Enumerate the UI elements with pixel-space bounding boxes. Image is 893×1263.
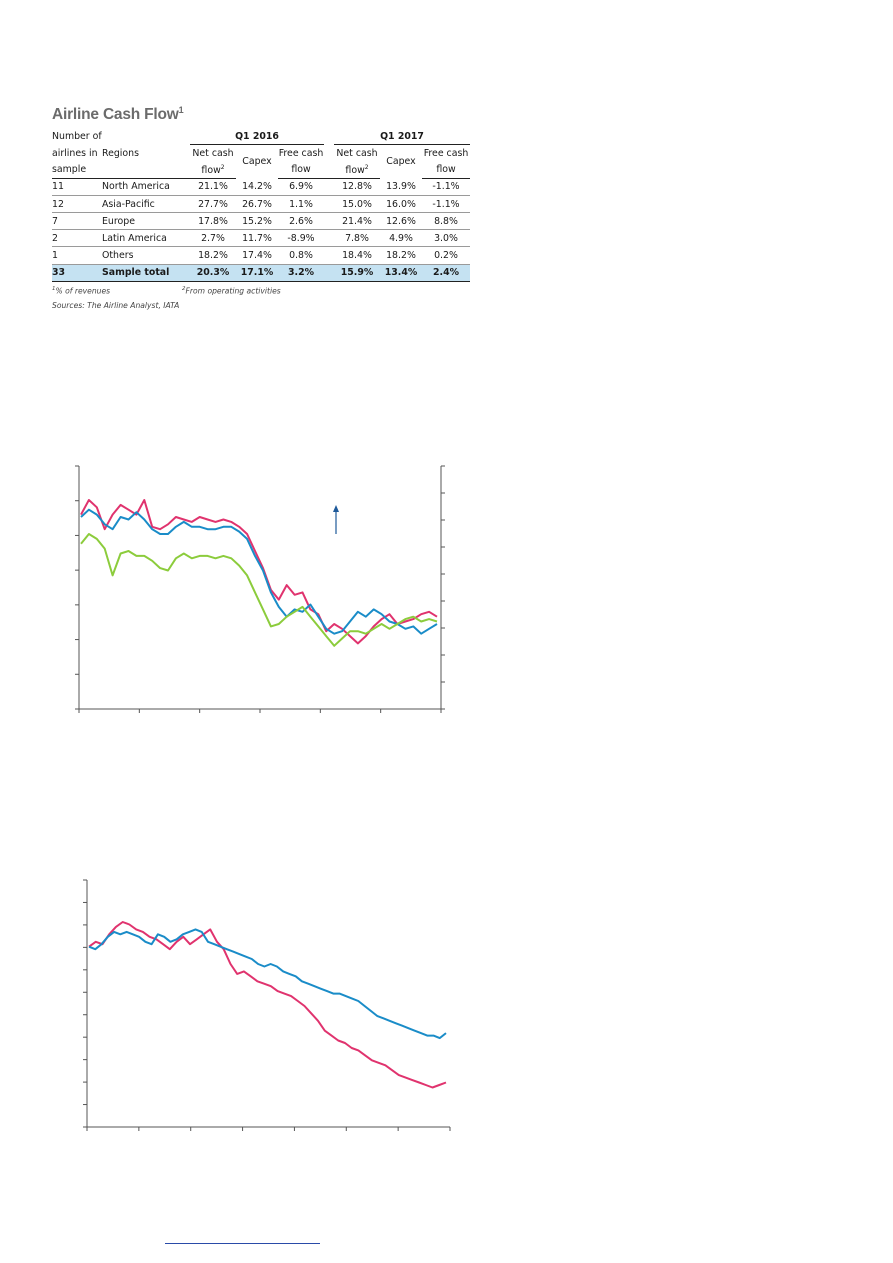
table-title: Airline Cash Flow1 <box>52 105 184 124</box>
table-row: 1 Others 18.2% 17.4% 0.8% 18.4% 18.2% 0.… <box>52 246 470 265</box>
head-ncf-2016: Net cash <box>192 147 234 159</box>
table-row: 7 Europe 17.8% 15.2% 2.6% 21.4% 12.6% 8.… <box>52 212 470 231</box>
table-row-total: 33 Sample total 20.3% 17.1% 3.2% 15.9% 1… <box>52 264 470 282</box>
cell-value: 17.1% <box>236 264 278 282</box>
cell-value: 3.2% <box>278 264 324 282</box>
table-notes: 1% of revenues 2From operating activitie… <box>52 286 472 316</box>
table-row: 2 Latin America 2.7% 11.7% -8.9% 7.8% 4.… <box>52 229 470 248</box>
cell-value: 17.8% <box>190 212 236 231</box>
cell-value: 14.2% <box>236 178 278 196</box>
head-num-1: Number of <box>52 131 102 142</box>
cell-value: 3.0% <box>422 229 470 248</box>
cell-value: 17.4% <box>236 246 278 265</box>
cell-value: 15.2% <box>236 212 278 231</box>
head-num-2: airlines in <box>52 147 98 159</box>
table-row: 12 Asia-Pacific 27.7% 26.7% 1.1% 15.0% 1… <box>52 195 470 214</box>
cell-value: 4.9% <box>380 229 422 248</box>
head-fcf-flow-2017: flow <box>422 161 470 179</box>
cell-value: 13.9% <box>380 178 422 196</box>
series-line-green <box>80 533 438 647</box>
row-region: Europe <box>102 212 190 231</box>
series-line-pink <box>88 921 447 1089</box>
head-regions: Regions <box>102 147 139 159</box>
cell-value: 7.8% <box>334 229 380 248</box>
up-arrow-head <box>333 505 339 512</box>
cell-value: 18.2% <box>380 246 422 265</box>
head-ncf-2017: Net cash <box>336 147 378 159</box>
cell-value: 26.7% <box>236 195 278 214</box>
cell-value: 15.0% <box>334 195 380 214</box>
table-row: 11 North America 21.1% 14.2% 6.9% 12.8% … <box>52 178 470 196</box>
cell-value: 15.9% <box>334 264 380 282</box>
footnote-1: 1% of revenues <box>52 285 111 296</box>
row-region: Asia-Pacific <box>102 195 190 214</box>
row-count: 11 <box>52 178 102 196</box>
sources-note: Sources: The Airline Analyst, IATA <box>52 300 180 310</box>
cell-value: -8.9% <box>278 229 324 248</box>
cell-value: 2.6% <box>278 212 324 231</box>
cell-value: 16.0% <box>380 195 422 214</box>
cell-value: 18.4% <box>334 246 380 265</box>
head-num-3: sample <box>52 161 102 179</box>
row-region: Sample total <box>102 264 190 282</box>
head-capex-2017: Capex <box>386 156 416 168</box>
cell-value: 1.1% <box>278 195 324 214</box>
cell-value: -1.1% <box>422 195 470 214</box>
row-count: 1 <box>52 246 102 265</box>
cell-value: 13.4% <box>380 264 422 282</box>
row-count: 33 <box>52 264 102 282</box>
cell-value: 11.7% <box>236 229 278 248</box>
head-ncf-flow-2016: flow2 <box>190 161 236 179</box>
cell-value: 6.9% <box>278 178 324 196</box>
group-q1-2016: Q1 2016 <box>190 128 324 146</box>
series-line-blue <box>80 508 438 635</box>
cell-value: 21.4% <box>334 212 380 231</box>
cell-value: -1.1% <box>422 178 470 196</box>
footnote-2: 2From operating activities <box>182 285 281 296</box>
cashflow-table-section: Airline Cash Flow1 Number of Q1 2016 Q1 … <box>52 105 472 316</box>
row-region: Latin America <box>102 229 190 248</box>
cashflow-table: Number of Q1 2016 Q1 2017 airlines in Re… <box>52 128 470 282</box>
row-count: 12 <box>52 195 102 214</box>
cell-value: 0.2% <box>422 246 470 265</box>
cell-value: 2.7% <box>190 229 236 248</box>
head-ncf-flow-2017: flow2 <box>334 161 380 179</box>
cell-value: 20.3% <box>190 264 236 282</box>
row-region: North America <box>102 178 190 196</box>
row-count: 7 <box>52 212 102 231</box>
cell-value: 21.1% <box>190 178 236 196</box>
cell-value: 27.7% <box>190 195 236 214</box>
head-fcf-flow-2016: flow <box>278 161 324 179</box>
group-q1-2017: Q1 2017 <box>334 128 470 146</box>
head-fcf-2017: Free cash <box>423 147 469 159</box>
row-region: Others <box>102 246 190 265</box>
footer-link[interactable] <box>165 1243 320 1244</box>
cell-value: 12.6% <box>380 212 422 231</box>
cell-value: 2.4% <box>422 264 470 282</box>
series-line-pink <box>80 499 438 645</box>
cell-value: 18.2% <box>190 246 236 265</box>
cell-value: 8.8% <box>422 212 470 231</box>
row-count: 2 <box>52 229 102 248</box>
cell-value: 0.8% <box>278 246 324 265</box>
series-line-blue <box>88 928 447 1040</box>
head-capex-2016: Capex <box>242 156 272 168</box>
head-fcf-2016: Free cash <box>278 147 324 159</box>
cell-value: 12.8% <box>334 178 380 196</box>
